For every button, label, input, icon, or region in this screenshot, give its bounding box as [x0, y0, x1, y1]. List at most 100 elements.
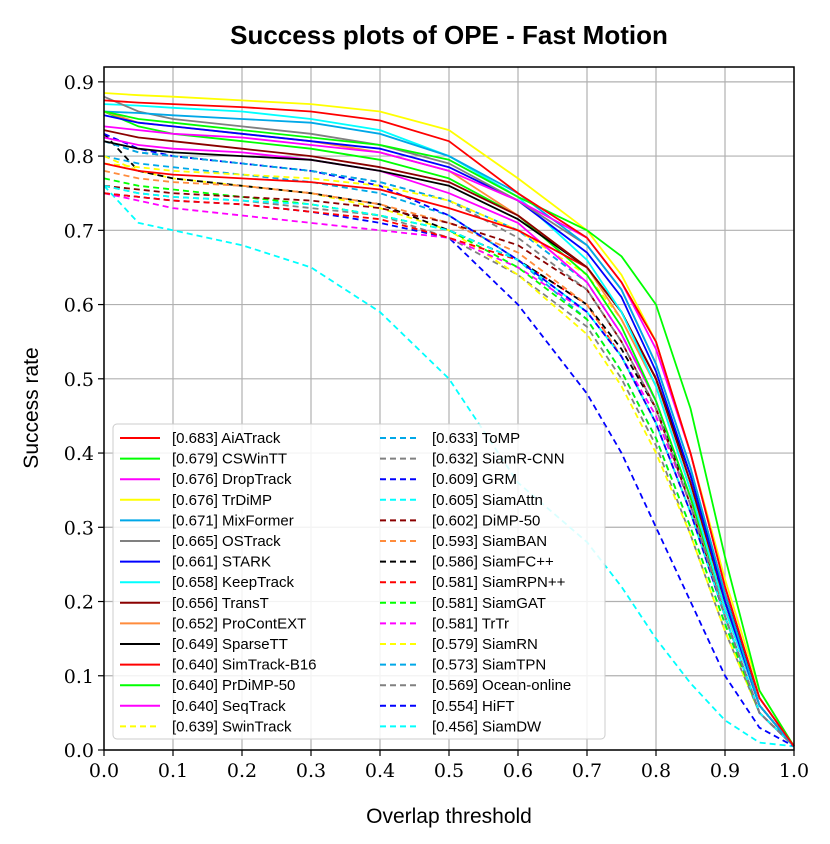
legend-score: [0.671] [172, 512, 218, 529]
legend-entry: [0.671] MixFormer [172, 512, 294, 529]
x-tick-label: 0.4 [365, 760, 395, 782]
x-tick-label: 0.3 [296, 760, 326, 782]
legend-label: HiFT [482, 698, 515, 715]
y-tick-label: 0.0 [64, 740, 94, 762]
legend-score: [0.665] [172, 533, 218, 550]
series-line-cswintt [103, 110, 795, 747]
x-tick-label: 0.8 [641, 760, 671, 782]
legend-entry: [0.665] OSTrack [172, 533, 281, 550]
legend-score: [0.609] [432, 471, 478, 488]
legend-entry: [0.632] SiamR-CNN [432, 451, 565, 468]
legend-entry: [0.554] HiFT [432, 698, 515, 715]
legend-label: SiamTPN [482, 657, 546, 674]
legend-score: [0.658] [172, 574, 218, 591]
legend-label: DiMP-50 [482, 512, 540, 529]
x-tick-label: 0.6 [503, 760, 533, 782]
legend-label: PrDiMP-50 [222, 677, 295, 694]
legend-label: SiamRPN++ [482, 574, 566, 591]
legend-label: TrTr [482, 615, 509, 632]
legend-label: OSTrack [222, 533, 281, 550]
legend-label: ProContEXT [222, 615, 306, 632]
legend-label: AiATrack [221, 430, 281, 447]
legend-score: [0.573] [432, 657, 478, 674]
legend-entry: [0.581] TrTr [432, 615, 509, 632]
legend-score: [0.579] [432, 636, 478, 653]
legend-entry: [0.609] GRM [432, 471, 517, 488]
legend-label: SiamGAT [482, 595, 546, 612]
legend-label: SparseTT [222, 636, 288, 653]
legend-score: [0.640] [172, 698, 218, 715]
legend-label: TrDiMP [222, 492, 272, 509]
legend-label: SiamAttn [482, 492, 543, 509]
legend-score: [0.569] [432, 677, 478, 694]
legend-entry: [0.679] CSWinTT [172, 451, 287, 468]
x-axis-label: Overlap threshold [366, 805, 532, 828]
legend-entry: [0.649] SparseTT [172, 636, 288, 653]
y-tick-label: 0.9 [64, 72, 94, 94]
legend-label: KeepTrack [222, 574, 294, 591]
legend-score: [0.661] [172, 554, 218, 571]
legend-score: [0.602] [432, 512, 478, 529]
legend-score: [0.586] [432, 554, 478, 571]
legend-entry: [0.656] TransT [172, 595, 269, 612]
x-tick-label: 0.0 [89, 760, 119, 782]
legend-label: GRM [482, 471, 517, 488]
legend-score: [0.683] [172, 430, 218, 447]
x-tick-label: 0.7 [572, 760, 602, 782]
legend-label: CSWinTT [222, 451, 287, 468]
legend-score: [0.656] [172, 595, 218, 612]
legend-label: DropTrack [222, 471, 292, 488]
chart-title: Success plots of OPE - Fast Motion [230, 20, 668, 50]
legend-entry: [0.633] ToMP [432, 430, 520, 447]
legend-label: Ocean-online [482, 677, 571, 694]
legend-label: SiamRN [482, 636, 538, 653]
legend-entry: [0.658] KeepTrack [172, 574, 295, 591]
x-tick-label: 1.0 [779, 760, 809, 782]
legend-entry: [0.652] ProContEXT [172, 615, 306, 632]
series-line-trdimp [103, 92, 795, 747]
legend-label: SimTrack-B16 [222, 657, 316, 674]
legend-score: [0.593] [432, 533, 478, 550]
legend-entry: [0.586] SiamFC++ [432, 554, 554, 571]
legend-entry: [0.683] AiATrack [172, 430, 281, 447]
x-tick-label: 0.2 [227, 760, 257, 782]
legend-entry: [0.602] DiMP-50 [432, 512, 540, 529]
legend-entry: [0.593] SiamBAN [432, 533, 547, 550]
legend-entry: [0.581] SiamGAT [432, 595, 546, 612]
x-tick-label: 0.1 [158, 760, 188, 782]
series-line-siamban [103, 170, 795, 747]
legend-score: [0.649] [172, 636, 218, 653]
legend-score: [0.640] [172, 677, 218, 694]
legend-score: [0.456] [432, 718, 478, 735]
legend-label: SeqTrack [222, 698, 286, 715]
legend-score: [0.640] [172, 657, 218, 674]
y-tick-label: 0.8 [64, 146, 94, 168]
series-line-aiatrack [103, 99, 795, 747]
legend-score: [0.676] [172, 492, 218, 509]
legend-entry: [0.676] TrDiMP [172, 492, 272, 509]
legend-entry: [0.581] SiamRPN++ [432, 574, 566, 591]
legend-label: SiamBAN [482, 533, 547, 550]
legend-score: [0.581] [432, 615, 478, 632]
legend-entry: [0.573] SiamTPN [432, 657, 546, 674]
series-line-siamrn [103, 155, 795, 747]
legend-score: [0.632] [432, 451, 478, 468]
ticks: 0.0 0.1 0.2 0.3 0.4 0.5 0.6 0.7 0.8 0.9 1.0 0.0 0.1 0… [64, 72, 809, 782]
y-tick-label: 0.1 [64, 666, 94, 688]
legend-label: TransT [222, 595, 269, 612]
legend-entry: [0.569] Ocean-online [432, 677, 571, 694]
legend-entry: [0.579] SiamRN [432, 636, 538, 653]
legend-score: [0.676] [172, 471, 218, 488]
series-line-trtr [103, 192, 795, 747]
legend-score: [0.633] [432, 430, 478, 447]
legend-entry: [0.640] SeqTrack [172, 698, 286, 715]
legend-entry: [0.456] SiamDW [432, 718, 542, 735]
legend-score: [0.679] [172, 451, 218, 468]
legend-score: [0.652] [172, 615, 218, 632]
legend-score: [0.554] [432, 698, 478, 715]
legend-label: SiamR-CNN [482, 451, 565, 468]
legend-score: [0.605] [432, 492, 478, 509]
legend-entry: [0.661] STARK [172, 554, 271, 571]
legend-entry: [0.640] SimTrack-B16 [172, 657, 317, 674]
x-tick-label: 0.5 [434, 760, 464, 782]
